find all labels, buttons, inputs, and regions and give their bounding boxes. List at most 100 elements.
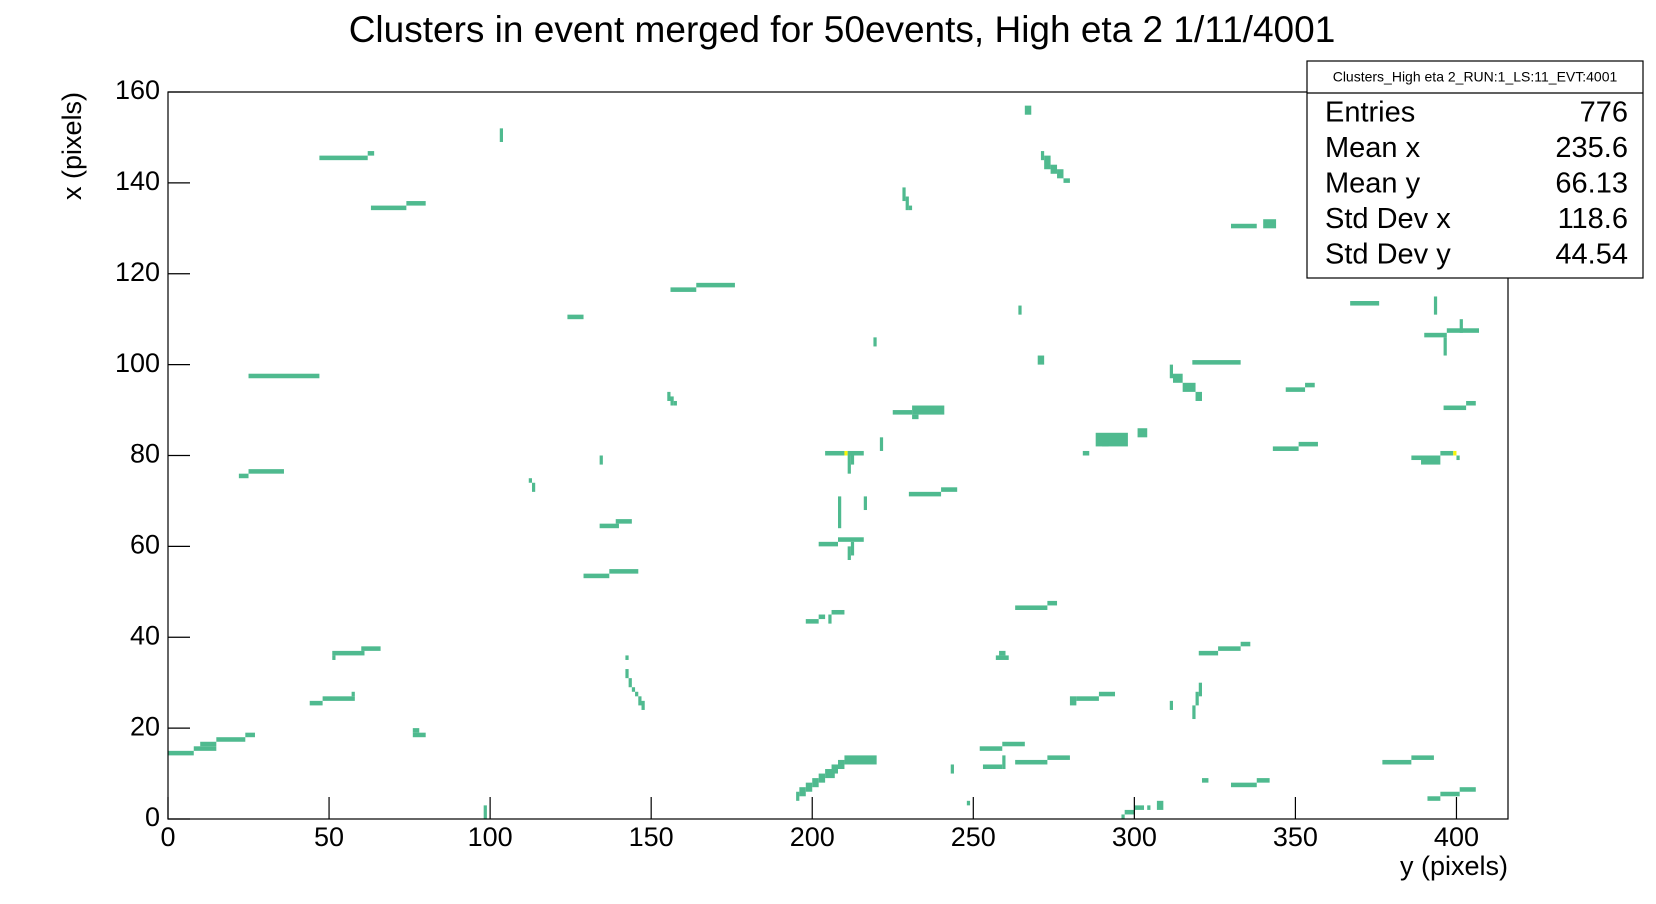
- x-tick-label: 150: [629, 822, 674, 852]
- cluster-cell: [1063, 178, 1070, 183]
- y-tick-label: 160: [115, 75, 160, 105]
- cluster-cell: [941, 487, 958, 492]
- stats-label: Entries: [1325, 97, 1415, 129]
- cluster-cell: [879, 437, 884, 451]
- cluster-cell: [982, 764, 1003, 770]
- cluster-cell: [828, 614, 832, 624]
- cluster-cell: [1192, 360, 1241, 365]
- plot-area: [168, 105, 1480, 819]
- cluster-cell: [1411, 455, 1428, 461]
- cluster-cell: [673, 400, 677, 406]
- cluster-cell: [796, 791, 800, 801]
- x-tick-label: 0: [160, 822, 175, 852]
- cluster-cell: [912, 405, 945, 415]
- cluster-cell: [625, 669, 629, 679]
- cluster-cell: [319, 155, 368, 161]
- cluster-cell: [818, 541, 838, 547]
- cluster-cell: [1459, 787, 1476, 792]
- cluster-cell: [838, 759, 845, 770]
- cluster-cell: [1037, 355, 1045, 365]
- cluster-cell: [599, 523, 619, 529]
- cluster-cell: [1098, 691, 1116, 697]
- y-tick-label: 80: [130, 439, 160, 469]
- cluster-cell: [1173, 373, 1183, 383]
- cluster-cell: [248, 373, 320, 379]
- cluster-cell: [844, 450, 848, 456]
- cluster-cell: [1230, 782, 1257, 788]
- cluster-cell: [367, 151, 375, 156]
- cluster-cell: [847, 455, 851, 474]
- cluster-cell: [1198, 650, 1219, 656]
- cluster-cell: [818, 614, 826, 620]
- cluster-cell: [1082, 450, 1090, 456]
- cluster-cell: [818, 773, 826, 783]
- cluster-cell: [1102, 441, 1109, 447]
- cluster-cell: [609, 569, 639, 574]
- cluster-cell: [1047, 600, 1058, 606]
- cluster-cell: [670, 396, 674, 406]
- cluster-cell: [351, 691, 355, 697]
- x-tick-label: 50: [314, 822, 344, 852]
- cluster-cell: [1182, 382, 1196, 392]
- cluster-cell: [1240, 641, 1251, 647]
- cluster-cell: [531, 482, 536, 492]
- cluster-cell: [499, 128, 503, 142]
- cluster-cell: [406, 201, 426, 206]
- cluster-cell: [908, 491, 942, 497]
- cluster-cell: [1134, 805, 1145, 810]
- cluster-cell: [583, 573, 610, 579]
- cluster-cell: [1218, 646, 1241, 651]
- cluster-cell: [1230, 223, 1257, 229]
- stats-value: 235.6: [1555, 132, 1628, 164]
- cluster-cell: [831, 609, 845, 615]
- cluster-cell: [805, 619, 819, 624]
- cluster-cell: [1298, 441, 1318, 447]
- cluster-cell: [902, 187, 906, 202]
- cluster-cell: [1095, 432, 1128, 447]
- cluster-cell: [863, 496, 867, 511]
- cluster-cell: [912, 414, 919, 420]
- stats-label: Mean x: [1325, 132, 1421, 164]
- stats-label: Std Dev y: [1325, 239, 1451, 271]
- cluster-cell: [628, 678, 632, 688]
- cluster-cell: [850, 541, 855, 556]
- cluster-cell: [966, 800, 971, 806]
- cluster-cell: [1195, 391, 1202, 401]
- cluster-cell: [670, 287, 697, 292]
- y-tick-label: 40: [130, 620, 160, 650]
- cluster-cell: [1421, 455, 1441, 465]
- cluster-cell: [1456, 455, 1460, 461]
- cluster-cell: [825, 450, 845, 456]
- cluster-cell: [1350, 301, 1380, 306]
- stats-title: Clusters_High eta 2_RUN:1_LS:11_EVT:4001: [1333, 69, 1618, 85]
- cluster-cell: [635, 691, 639, 697]
- cluster-cell: [805, 782, 813, 792]
- stats-value: 776: [1580, 97, 1628, 129]
- cluster-cell: [847, 450, 864, 456]
- cluster-cell: [1433, 296, 1438, 315]
- cluster-cell: [1466, 400, 1476, 406]
- cluster-cell: [1195, 691, 1199, 706]
- x-tick-label: 350: [1273, 822, 1318, 852]
- stats-label: Mean y: [1325, 168, 1421, 200]
- cluster-cell: [1263, 219, 1277, 229]
- cluster-cell: [1057, 169, 1064, 179]
- cluster-cell: [905, 196, 909, 211]
- cluster-cell: [631, 687, 636, 692]
- cluster-cell: [412, 728, 420, 733]
- cluster-cell: [483, 805, 487, 819]
- y-axis-label: x (pixels): [57, 92, 87, 200]
- cluster-cell: [370, 205, 407, 211]
- cluster-cell: [1285, 387, 1306, 392]
- cluster-cell: [528, 478, 532, 483]
- y-tick-label: 140: [115, 166, 160, 196]
- x-tick-label: 400: [1434, 822, 1479, 852]
- cluster-cell: [625, 655, 629, 660]
- cluster-cell: [361, 646, 381, 651]
- cluster-cell: [696, 282, 735, 288]
- cluster-cell: [1440, 450, 1454, 456]
- cluster-cell: [1047, 755, 1070, 760]
- cluster-cell: [1024, 105, 1032, 115]
- cluster-cell: [1443, 337, 1447, 356]
